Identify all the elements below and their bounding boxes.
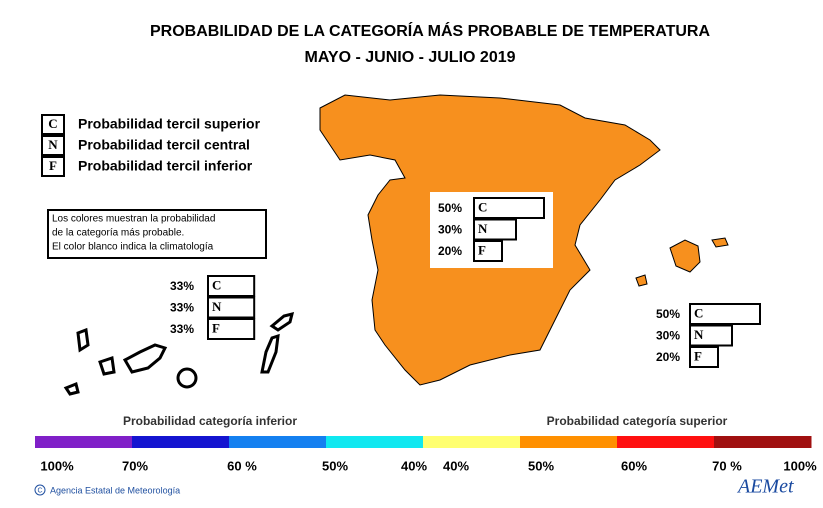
scale-label: 100% [783,458,817,473]
legend-text: Probabilidad tercil inferior [78,158,253,174]
scale-segment [229,436,327,448]
menorca [711,237,729,248]
note-line: Los colores muestran la probabilidad [52,214,215,225]
bar-label: 20% [656,350,680,364]
scale-segment [423,436,521,448]
bar-label: 30% [656,329,680,343]
bar-label: 33% [170,279,194,293]
scale-label: 50% [528,458,554,473]
scale-label: 50% [322,458,348,473]
probability-bar [207,318,256,340]
bar-letter: F [478,242,486,257]
lanzarote [269,311,295,332]
scale-segment [132,436,230,448]
note-line: de la categoría más probable. [52,228,184,239]
bar-label: 30% [438,223,462,237]
scale-segment [520,436,618,448]
probability-bar [689,324,733,347]
gran-canaria [176,367,198,389]
scale-title-right: Probabilidad categoría superior [547,414,728,428]
color-scale: 100% 70% 60 % 50% 40% 40% 50% 60% 70 % 100% [35,436,817,473]
probability-bar [689,346,719,368]
bar-letter: C [212,277,221,292]
bar-letter: N [478,221,488,236]
legend-box [41,114,65,135]
canarias [63,311,295,396]
bar-label: 33% [170,301,194,315]
scale-label: 40% [443,458,469,473]
bar-label: 33% [170,322,194,336]
bar-letter: N [694,327,704,342]
scale-label: 60 % [227,458,257,473]
bar-label: 50% [438,201,462,215]
bar-letter: F [212,320,220,335]
probability-bar [207,296,256,319]
ibiza [635,274,648,287]
scale-label: 100% [40,458,74,473]
legend: C Probabilidad tercil superior N Probabilid… [41,114,261,177]
bar-letter: C [478,199,487,214]
legend-letter: C [48,116,57,131]
legend-text: Probabilidad tercil superior [78,116,261,132]
subtitle: MAYO - JUNIO - JULIO 2019 [304,49,515,66]
el-hierro [63,381,80,396]
scale-segment [326,436,424,448]
mallorca [669,239,701,273]
legend-letter: F [49,158,57,173]
probability-bar [473,218,517,241]
legend-box [41,156,65,177]
scale-segment [617,436,715,448]
legend-text: Probabilidad tercil central [78,137,250,153]
la-gomera [98,356,116,376]
probability-bar [689,303,761,325]
tenerife [122,343,168,374]
probability-bar [207,275,256,297]
logo: AEMet [736,476,794,498]
scale-label: 60% [621,458,647,473]
panels: C 50% N 30% F 20% C 33% N 33% F 33% C 50% N 30% F 20% [170,197,761,368]
legend-letter: N [48,137,58,152]
note-line: El color blanco indica la climatología [52,242,214,253]
bar-letter: F [694,348,702,363]
bar-label: 50% [656,307,680,321]
footer-agency: Agencia Estatal de Meteorología [50,485,180,495]
bar-label: 20% [438,244,462,258]
title: PROBABILIDAD DE LA CATEGORÍA MÁS PROBABL… [150,21,710,40]
scale-label: 70% [122,458,148,473]
legend-box [41,135,65,156]
scale-label: 40% [401,458,427,473]
fuerteventura [260,333,280,374]
scale-segment [35,436,133,448]
scale-label: 70 % [712,458,742,473]
probability-bar [473,240,503,262]
copyright-c: C [37,487,42,494]
bar-letter: N [212,299,222,314]
scale-title-left: Probabilidad categoría inferior [123,414,297,428]
la-palma [76,327,90,353]
note-box [47,209,267,259]
copyright-icon [34,484,46,496]
bar-letter: C [694,305,703,320]
probability-bar [473,197,545,219]
scale-segment [714,436,812,448]
